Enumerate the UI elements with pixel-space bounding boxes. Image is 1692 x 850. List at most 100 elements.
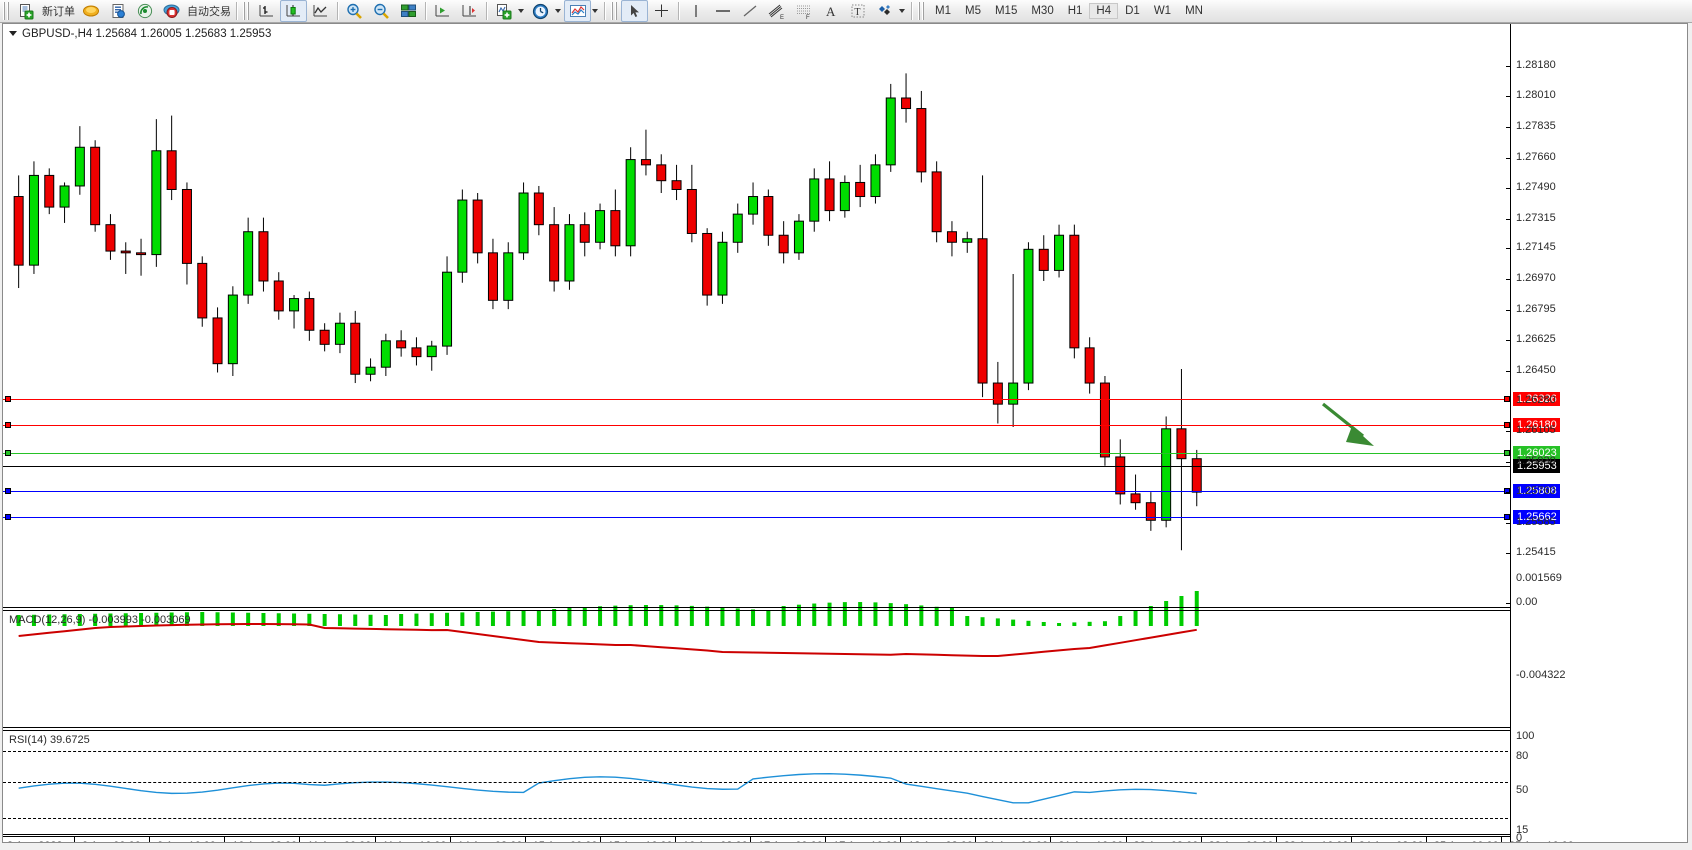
price-tag-resistance-2[interactable]: 1.26180 [1513,418,1560,432]
shift-end-icon[interactable] [456,0,483,22]
toolbar-separator-4 [486,2,487,20]
price-tag-current-price[interactable]: 1.25953 [1513,459,1560,473]
zoom-out-icon[interactable] [368,0,395,22]
toolbar-grip-4[interactable] [918,2,925,20]
cursor-icon[interactable] [621,0,648,22]
fibonacci-icon[interactable]: F [790,0,817,22]
vline-icon[interactable] [682,0,709,22]
price-level-line-support-1[interactable] [3,491,1510,492]
time-axis-label: 14 Aug 08:00 [458,840,523,842]
price-axis-tick [1506,96,1511,98]
price-axis-label: 1.28180 [1516,59,1556,72]
rsi-axis-label: 100 [1516,730,1535,742]
rsi-level-line-15 [3,818,1508,820]
text-icon[interactable]: A [817,0,844,22]
down-arrow-annotation [1322,402,1374,446]
time-axis-line [3,836,1510,838]
macd-axis-tick [1506,603,1511,604]
new-order-icon[interactable] [13,0,40,22]
objects-chevron-down-icon[interactable] [899,9,905,13]
time-axis-label: 21 Aug 16:00 [1058,840,1123,842]
text-label-icon[interactable]: T [844,0,871,22]
price-level-line-resistance-2[interactable] [3,425,1510,426]
price-level-line-support-2[interactable] [3,517,1510,518]
level-handle-left-target-line[interactable] [5,450,11,456]
level-handle-right-target-line[interactable] [1504,450,1510,456]
time-axis-label: 15 Aug 16:00 [608,840,673,842]
rsi-level-line-80 [3,750,1508,752]
shift-start-icon[interactable] [429,0,456,22]
timeframe-w1[interactable]: W1 [1153,5,1172,17]
time-axis-tick [1050,837,1052,842]
level-handle-left-support-2[interactable] [5,514,11,520]
periods-icon[interactable] [527,0,554,22]
objects-icon[interactable] [871,0,898,22]
symbol-ohlc-text: GBPUSD-,H4 1.25684 1.26005 1.25683 1.259… [22,28,272,40]
toolbar-grip-2[interactable] [243,2,250,20]
price-tag-resistance-1[interactable]: 1.26326 [1513,392,1560,406]
toolbar-separator-5 [604,2,605,20]
time-axis-label: 11 Aug 00:00 [307,840,371,842]
timeframe-m30[interactable]: M30 [1031,5,1054,17]
price-axis-tick [1506,492,1511,494]
timeframe-m15[interactable]: M15 [994,5,1018,17]
level-handle-left-resistance-1[interactable] [5,396,11,402]
signals-icon[interactable] [131,0,158,22]
toolbar-grip-3[interactable] [611,2,618,20]
tile-windows-icon[interactable] [395,0,422,22]
auto-trading-label[interactable]: 自动交易 [187,6,231,18]
new-order-label[interactable]: 新订单 [42,6,75,18]
time-axis-tick [1501,837,1502,842]
chart-canvas-window[interactable]: GBPUSD-,H4 1.25684 1.26005 1.25683 1.259… [2,23,1688,843]
price-tag-target-line[interactable]: 1.26023 [1513,446,1560,460]
price-axis-label: 1.27490 [1516,180,1556,193]
timeframe-h4[interactable]: H4 [1089,3,1119,19]
rsi-axis-label: 50 [1516,784,1529,796]
candlestick-icon[interactable] [280,0,307,22]
price-tag-support-1[interactable]: 1.25808 [1513,484,1560,498]
trendline-icon[interactable] [736,0,763,22]
templates-chevron-down-icon[interactable] [592,9,598,13]
level-handle-left-support-1[interactable] [5,488,11,494]
time-axis-tick [1425,837,1427,842]
hline-icon[interactable] [709,0,736,22]
autotrading-icon[interactable] [158,0,185,22]
price-tag-support-2[interactable]: 1.25662 [1513,510,1560,524]
level-handle-right-support-1[interactable] [1504,488,1510,494]
time-axis-tick [900,837,902,842]
timeframe-m5[interactable]: M5 [964,5,981,17]
crosshair-icon[interactable] [648,0,675,22]
line-chart-icon[interactable] [307,0,334,22]
chart-menu-arrow-icon[interactable] [9,31,17,37]
profile-icon[interactable] [104,0,131,22]
price-level-line-current-price[interactable] [3,466,1510,467]
indicators-icon[interactable] [490,0,517,22]
zoom-in-icon[interactable] [341,0,368,22]
time-axis-tick [224,837,226,842]
time-axis-tick [1350,837,1352,842]
timeframe-m1[interactable]: M1 [935,5,951,17]
equidistant-channel-icon[interactable]: E [763,0,790,22]
gold-icon[interactable] [77,0,104,22]
price-level-line-target-line[interactable] [3,453,1510,454]
time-axis-label: 9 Aug 00:00 [82,840,141,842]
level-handle-right-support-2[interactable] [1504,514,1510,520]
chart-plot-area[interactable]: GBPUSD-,H4 1.25684 1.26005 1.25683 1.259… [3,24,1687,842]
price-level-line-resistance-1[interactable] [3,399,1510,400]
price-axis-label: 1.28010 [1516,89,1556,102]
price-axis-tick [1506,431,1511,433]
level-handle-left-resistance-2[interactable] [5,422,11,428]
indicators-chevron-down-icon[interactable] [518,9,524,13]
periods-chevron-down-icon[interactable] [555,9,561,13]
time-axis-tick [149,837,151,842]
timeframe-h1[interactable]: H1 [1067,5,1083,17]
timeframe-mn[interactable]: MN [1185,5,1203,17]
price-axis-label: 1.26280 [1516,393,1556,406]
svg-text:T: T [854,7,860,18]
toolbar-grip[interactable] [3,2,10,20]
bar-chart-icon[interactable] [253,0,280,22]
templates-icon[interactable] [564,0,591,22]
level-handle-right-resistance-2[interactable] [1504,422,1510,428]
timeframe-d1[interactable]: D1 [1125,5,1140,17]
